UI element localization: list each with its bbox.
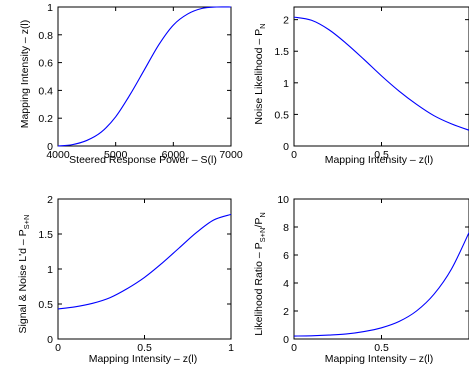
ylabel-main: Mapping Intensity – z(l) [19,20,31,129]
ylabel-sub: S+N [22,215,31,230]
x-tick-label: 0.5 [374,149,389,161]
y-tick-label: 0 [283,334,289,346]
series-line [293,232,469,337]
plot-frame [57,198,232,340]
xlabel: Mapping Intensity – z(l) [89,353,198,365]
series-line [57,6,232,147]
y-tick-label: 4 [283,278,289,290]
x-tick-label: 0.5 [137,342,152,354]
xlabel: Steered Response Power – S(l) [69,154,217,166]
ylabel-sep: /P [253,218,265,228]
panel-mapping-intensity: Steered Response Power – S(l) Mapping In… [19,2,243,166]
x-tick-label: 7000 [219,149,243,161]
y-tick-label: 2 [283,15,289,27]
y-tick-label: 0 [283,141,289,153]
y-tick-label: 10 [277,194,289,206]
y-tick-label: 0.6 [38,58,53,70]
panel-signal-noise-likelihood: Mapping Intensity – z(l) Signal & Noise … [17,194,234,365]
y-tick-label: 0.4 [38,85,53,97]
y-tick-label: 0.2 [38,113,53,125]
y-tick-label: 1 [47,264,53,276]
y-tick-label: 1.5 [274,46,289,58]
ylabel: Likelihood Ratio – PS+N/PN [253,212,267,336]
y-tick-label: 0 [47,141,53,153]
x-tick-label: 1 [228,342,234,354]
plot-frame [57,6,232,147]
ylabel-sub: N [258,23,267,28]
y-tick-label: 0.5 [38,299,53,311]
ylabel-sub2: N [258,212,267,217]
ylabel: Signal & Noise L'd – PS+N [17,215,31,334]
y-tick-label: 6 [283,250,289,262]
ylabel-main: Signal & Noise L'd – P [17,229,29,333]
ylabel-main: Likelihood Ratio – P [253,242,265,335]
y-tick-label: 2 [47,194,53,206]
panel-likelihood-ratio: Mapping Intensity – z(l) Likelihood Rati… [253,194,469,365]
series-line [293,16,469,131]
x-tick-label: 5000 [104,149,128,161]
y-tick-label: 0 [47,334,53,346]
x-tick-label: 0 [55,342,61,354]
y-tick-label: 1 [283,78,289,90]
y-tick-label: 2 [283,306,289,318]
ylabel-main: Noise Likelihood – P [253,29,265,125]
xlabel: Mapping Intensity – z(l) [325,154,434,166]
y-tick-label: 1 [47,2,53,14]
x-tick-label: 4000 [46,149,70,161]
y-tick-label: 0.8 [38,30,53,42]
plot-frame [293,198,469,340]
x-tick-label: 0 [291,342,297,354]
x-tick-label: 0.5 [374,342,389,354]
panel-noise-likelihood: Mapping Intensity – z(l) Noise Likelihoo… [253,6,469,166]
series-line [57,213,232,310]
x-tick-label: 0 [291,149,297,161]
y-tick-label: 8 [283,222,289,234]
xlabel: Mapping Intensity – z(l) [325,353,434,365]
y-tick-label: 1.5 [38,229,53,241]
x-tick-label: 6000 [162,149,186,161]
ylabel: Mapping Intensity – z(l) [19,20,31,129]
ylabel-sub: S+N [258,228,267,243]
y-tick-label: 0.5 [274,109,289,121]
ylabel: Noise Likelihood – PN [253,23,267,124]
